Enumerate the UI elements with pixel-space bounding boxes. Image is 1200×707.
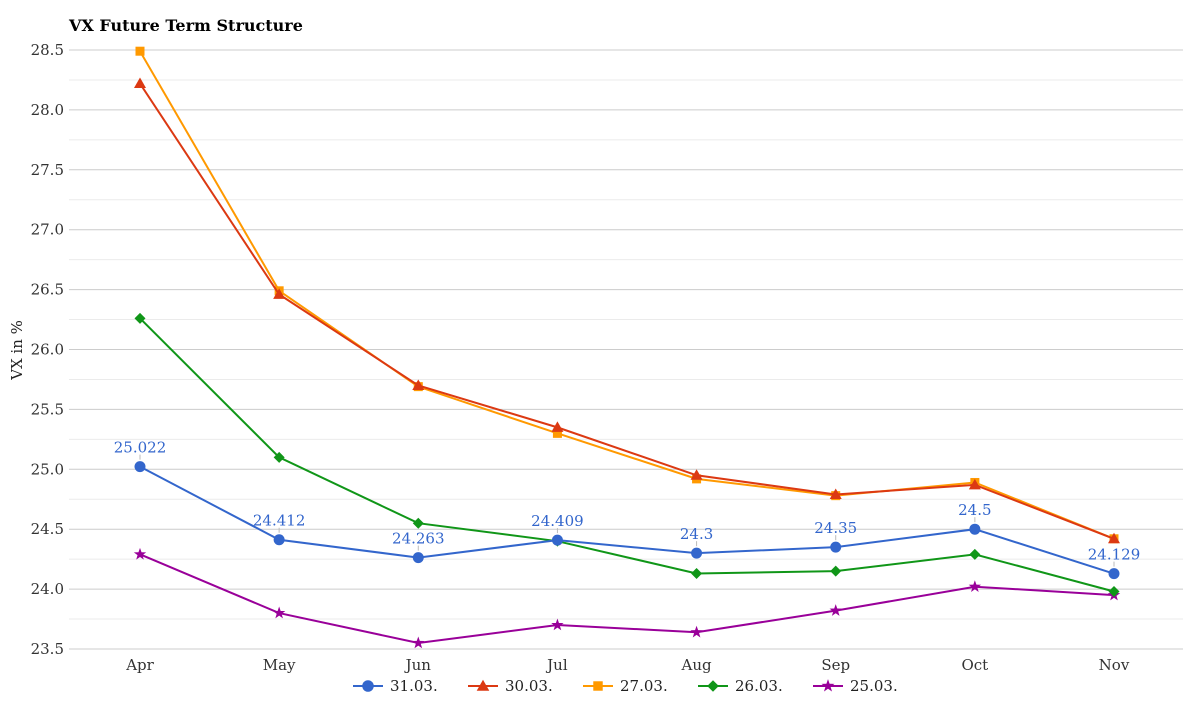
series-26-03 (134, 312, 1120, 597)
legend-item[interactable]: 26.03. (698, 677, 783, 695)
data-point-marker (829, 604, 842, 616)
series-line (139, 465, 1115, 575)
x-tick-label: Sep (821, 656, 850, 674)
legend-item[interactable]: 30.03. (468, 677, 553, 695)
data-label: 24.5 (958, 501, 991, 519)
data-point-marker (552, 428, 562, 438)
y-tick-label: 24.5 (31, 520, 64, 538)
data-labels: 25.022 24.412 24.263 24.409 24.3 24.35 24.5 24.… (114, 439, 1141, 567)
data-point-marker (691, 568, 703, 580)
y-axis-ticks: 23.5 24.0 24.5 25.0 25.5 26.0 26.5 27.0 27.5 28.0… (31, 41, 64, 658)
data-point-marker (412, 636, 425, 649)
data-point-marker (551, 618, 564, 631)
y-tick-label: 26.0 (31, 341, 64, 359)
data-point-marker (551, 421, 564, 432)
x-tick-label: May (263, 656, 296, 674)
data-point-marker (272, 606, 286, 619)
data-point-marker (691, 547, 703, 559)
data-label: 24.412 (253, 512, 306, 530)
y-tick-label: 26.5 (31, 281, 64, 299)
x-axis-ticks: Apr May Jun Jul Aug Sep Oct Nov (125, 656, 1130, 674)
data-point-marker (134, 312, 146, 324)
data-point-marker (273, 288, 286, 299)
y-tick-label: 28.5 (31, 41, 64, 59)
gridlines (69, 49, 1183, 650)
x-tick-label: Aug (681, 656, 712, 674)
series-25-03 (133, 547, 1121, 649)
chart-title: VX Future Term Structure (68, 16, 303, 35)
x-tick-label: Oct (961, 656, 988, 674)
legend-label: 25.03. (850, 677, 898, 695)
data-point-marker (273, 451, 285, 463)
series-line (139, 317, 1115, 593)
data-label: 25.022 (114, 439, 167, 457)
data-point-marker (134, 461, 146, 473)
data-label: 24.129 (1088, 546, 1141, 564)
data-point-marker (690, 625, 703, 638)
y-tick-label: 25.5 (31, 400, 64, 418)
data-label: 24.409 (531, 512, 584, 530)
series-27-03 (135, 46, 1119, 544)
legend-label: 31.03. (390, 677, 438, 695)
legend-label: 27.03. (620, 677, 668, 695)
data-point-marker (412, 517, 424, 529)
x-tick-label: Nov (1099, 656, 1130, 674)
data-point-marker (690, 469, 703, 480)
data-point-marker (362, 680, 374, 692)
data-point-marker (1108, 585, 1120, 597)
data-point-marker (412, 379, 425, 390)
y-tick-label: 28.0 (31, 101, 64, 119)
data-point-marker (412, 552, 424, 564)
data-point-marker (551, 534, 563, 546)
series-group (133, 46, 1121, 649)
legend: 31.03. 30.03. 27.03. 26.03. 25.03. (353, 677, 898, 695)
data-point-marker (593, 681, 603, 691)
data-point-marker (134, 77, 146, 89)
data-point-marker (830, 565, 842, 577)
data-point-marker (969, 548, 981, 560)
data-point-marker (821, 679, 835, 692)
data-point-marker (707, 680, 719, 692)
x-tick-label: Jul (545, 656, 568, 674)
data-point-marker (476, 679, 490, 691)
data-point-marker (273, 534, 285, 546)
y-tick-label: 23.5 (31, 640, 64, 658)
data-point-marker (1108, 532, 1120, 544)
data-label: 24.263 (392, 530, 445, 548)
data-point-marker (969, 523, 981, 535)
data-point-marker (133, 547, 147, 560)
x-tick-label: Jun (404, 656, 432, 674)
data-point-marker (135, 46, 145, 56)
y-tick-label: 27.5 (31, 161, 64, 179)
data-point-marker (830, 541, 842, 553)
legend-item[interactable]: 27.03. (583, 677, 668, 695)
y-axis-label: VX in % (8, 320, 26, 381)
series-31-03 (134, 461, 1120, 580)
series-line (139, 82, 1115, 540)
data-label: 24.3 (680, 525, 713, 543)
legend-item[interactable]: 25.03. (813, 677, 898, 695)
y-tick-label: 27.0 (31, 221, 64, 239)
series-line (139, 553, 1115, 645)
data-point-marker (968, 478, 981, 490)
data-label: 24.35 (814, 519, 857, 537)
series-30-03 (134, 77, 1120, 544)
y-tick-label: 24.0 (31, 580, 64, 598)
legend-label: 30.03. (505, 677, 553, 695)
x-tick-label: Apr (125, 656, 154, 674)
legend-item[interactable]: 31.03. (353, 677, 438, 695)
data-point-marker (968, 580, 982, 592)
series-line (139, 50, 1115, 540)
legend-label: 26.03. (735, 677, 783, 695)
data-point-marker (1108, 568, 1120, 580)
data-point-marker (829, 488, 842, 499)
y-tick-label: 25.0 (31, 460, 64, 478)
